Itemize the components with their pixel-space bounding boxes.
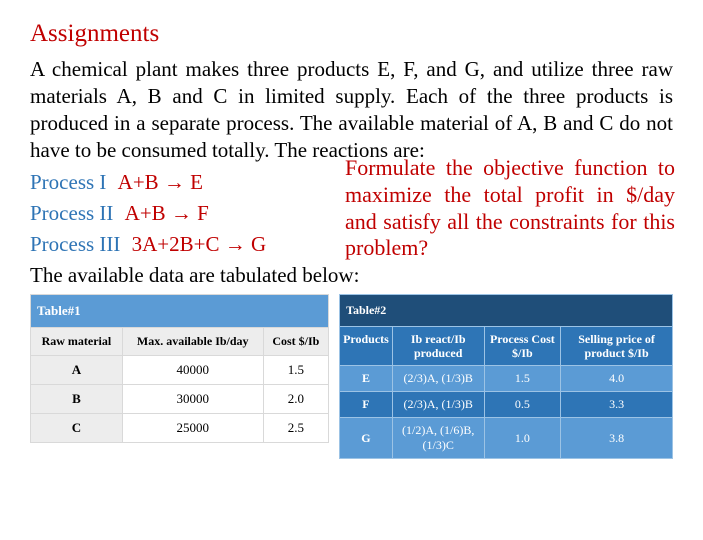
table-row: G (1/2)A, (1/6)B, (1/3)C 1.0 3.8	[340, 418, 673, 459]
table-2-col-3: Selling price of product $/Ib	[561, 326, 673, 366]
table-2-col-1: Ib react/Ib produced	[392, 326, 484, 366]
table-2-cell: 1.5	[484, 366, 561, 392]
table-2-col-0: Products	[340, 326, 393, 366]
process-2-label: Process II	[30, 201, 113, 225]
process-2-equation: A+B → F	[119, 201, 209, 225]
table-row: A 40000 1.5	[31, 355, 329, 384]
question-text: Formulate the objective function to maxi…	[345, 155, 675, 262]
table-1-cell: C	[31, 413, 123, 442]
table-row: B 30000 2.0	[31, 384, 329, 413]
table-2-cell: E	[340, 366, 393, 392]
table-1-cell: A	[31, 355, 123, 384]
table-1-cell: 2.5	[263, 413, 328, 442]
table-1-title: Table#1	[31, 294, 329, 327]
table-2-cell: (2/3)A, (1/3)B	[392, 392, 484, 418]
tables-container: Table#1 Raw material Max. available Ib/d…	[30, 294, 673, 460]
table-2-cell: (1/2)A, (1/6)B, (1/3)C	[392, 418, 484, 459]
process-1-label: Process I	[30, 170, 106, 194]
table-1-cell: 40000	[122, 355, 263, 384]
table-row: E (2/3)A, (1/3)B 1.5 4.0	[340, 366, 673, 392]
table-1-cell: 2.0	[263, 384, 328, 413]
process-1-equation: A+B → E	[112, 170, 203, 194]
table-2-cell: 1.0	[484, 418, 561, 459]
table-2-col-2: Process Cost $/Ib	[484, 326, 561, 366]
table-2-cell: 3.3	[561, 392, 673, 418]
table-2-title: Table#2	[340, 294, 673, 326]
table-2-cell: (2/3)A, (1/3)B	[392, 366, 484, 392]
table-2-cell: 3.8	[561, 418, 673, 459]
process-3-label: Process III	[30, 232, 120, 256]
table-1-cell: 1.5	[263, 355, 328, 384]
table-2-cell: 4.0	[561, 366, 673, 392]
process-3-equation: 3A+2B+C → G	[126, 232, 267, 256]
below-text: The available data are tabulated below:	[30, 263, 673, 288]
table-2-cell: 0.5	[484, 392, 561, 418]
table-1-col-1: Max. available Ib/day	[122, 327, 263, 355]
table-1-cell: 30000	[122, 384, 263, 413]
table-1-col-2: Cost $/Ib	[263, 327, 328, 355]
table-2-cell: F	[340, 392, 393, 418]
table-1-cell: 25000	[122, 413, 263, 442]
table-2-cell: G	[340, 418, 393, 459]
table-1-cell: B	[31, 384, 123, 413]
table-1: Table#1 Raw material Max. available Ib/d…	[30, 294, 329, 443]
page-title: Assignments	[30, 20, 673, 48]
table-row: F (2/3)A, (1/3)B 0.5 3.3	[340, 392, 673, 418]
table-row: C 25000 2.5	[31, 413, 329, 442]
table-1-col-0: Raw material	[31, 327, 123, 355]
problem-paragraph: A chemical plant makes three products E,…	[30, 56, 673, 164]
table-2: Table#2 Products Ib react/Ib produced Pr…	[339, 294, 673, 460]
